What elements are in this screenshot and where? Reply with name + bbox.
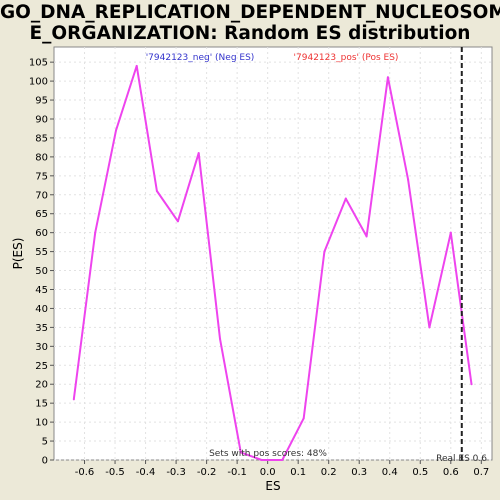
y-tick-label: 70	[35, 190, 48, 201]
legend-neg: '7942123_neg' (Neg ES)	[146, 53, 255, 63]
y-tick-label: 80	[35, 152, 48, 163]
data-point	[115, 129, 117, 131]
y-tick-label: 50	[35, 266, 48, 277]
x-tick-label: 0.5	[412, 467, 428, 478]
x-tick-label: -0.2	[197, 467, 217, 478]
x-tick-label: -0.1	[227, 467, 247, 478]
data-point	[261, 459, 263, 461]
x-tick-label: -0.5	[105, 467, 125, 478]
y-tick-label: 55	[35, 247, 48, 258]
data-point	[136, 65, 138, 67]
data-point	[407, 179, 409, 181]
x-axis: -0.6 -0.5 -0.4 -0.3 -0.2 -0.1 0.0 0.1 0.2 0.3 0.4 0…	[75, 460, 490, 478]
x-tick-label: 0.4	[382, 467, 398, 478]
data-point	[219, 338, 221, 340]
x-tick-label: 0.0	[260, 467, 276, 478]
data-point	[94, 232, 96, 234]
y-tick-label: 75	[35, 171, 48, 182]
y-tick-label: 85	[35, 133, 48, 144]
x-tick-label: 0.6	[443, 467, 459, 478]
y-tick-label: 105	[29, 58, 48, 69]
y-axis-title: P(ES)	[11, 238, 25, 270]
y-tick-label: 25	[35, 361, 48, 372]
x-tick-label: -0.4	[136, 467, 156, 478]
data-point	[366, 235, 368, 237]
y-tick-label: 10	[35, 418, 48, 429]
x-tick-label: 0.7	[473, 467, 489, 478]
y-tick-label: 15	[35, 399, 48, 410]
data-point	[281, 459, 283, 461]
data-point	[428, 326, 430, 328]
y-tick-label: 65	[35, 209, 48, 220]
x-axis-title: ES	[265, 479, 280, 493]
y-tick-label: 30	[35, 342, 48, 353]
data-point	[156, 190, 158, 192]
y-tick-label: 60	[35, 228, 48, 239]
data-point	[303, 417, 305, 419]
y-tick-label: 40	[35, 304, 48, 315]
data-point	[73, 398, 75, 400]
data-point	[345, 198, 347, 200]
y-tick-label: 35	[35, 323, 48, 334]
data-point	[450, 232, 452, 234]
sets-pos-scores-label: Sets with pos scores: 48%	[209, 449, 327, 459]
plot-area	[54, 47, 492, 460]
y-tick-label: 5	[42, 437, 48, 448]
data-point	[323, 251, 325, 253]
x-tick-label: 0.2	[321, 467, 337, 478]
x-tick-label: -0.6	[75, 467, 95, 478]
y-tick-label: 0	[42, 456, 48, 467]
x-tick-label: 0.3	[351, 467, 367, 478]
x-tick-label: -0.3	[166, 467, 186, 478]
y-tick-label: 45	[35, 285, 48, 296]
y-tick-label: 100	[29, 77, 48, 88]
data-point	[471, 383, 473, 385]
data-point	[387, 76, 389, 78]
y-tick-label: 95	[35, 96, 48, 107]
x-tick-label: 0.1	[290, 467, 306, 478]
y-axis: 0 5 10 15 20 25 30 35 40 45 50 55 60 65 70 75 80 85 90 95 10…	[29, 58, 54, 467]
data-point	[198, 152, 200, 154]
real-es-label: Real ES 0.6	[436, 454, 487, 464]
y-tick-label: 20	[35, 380, 48, 391]
data-point	[177, 220, 179, 222]
legend-pos: '7942123_pos' (Pos ES)	[294, 53, 399, 63]
y-tick-label: 90	[35, 114, 48, 125]
